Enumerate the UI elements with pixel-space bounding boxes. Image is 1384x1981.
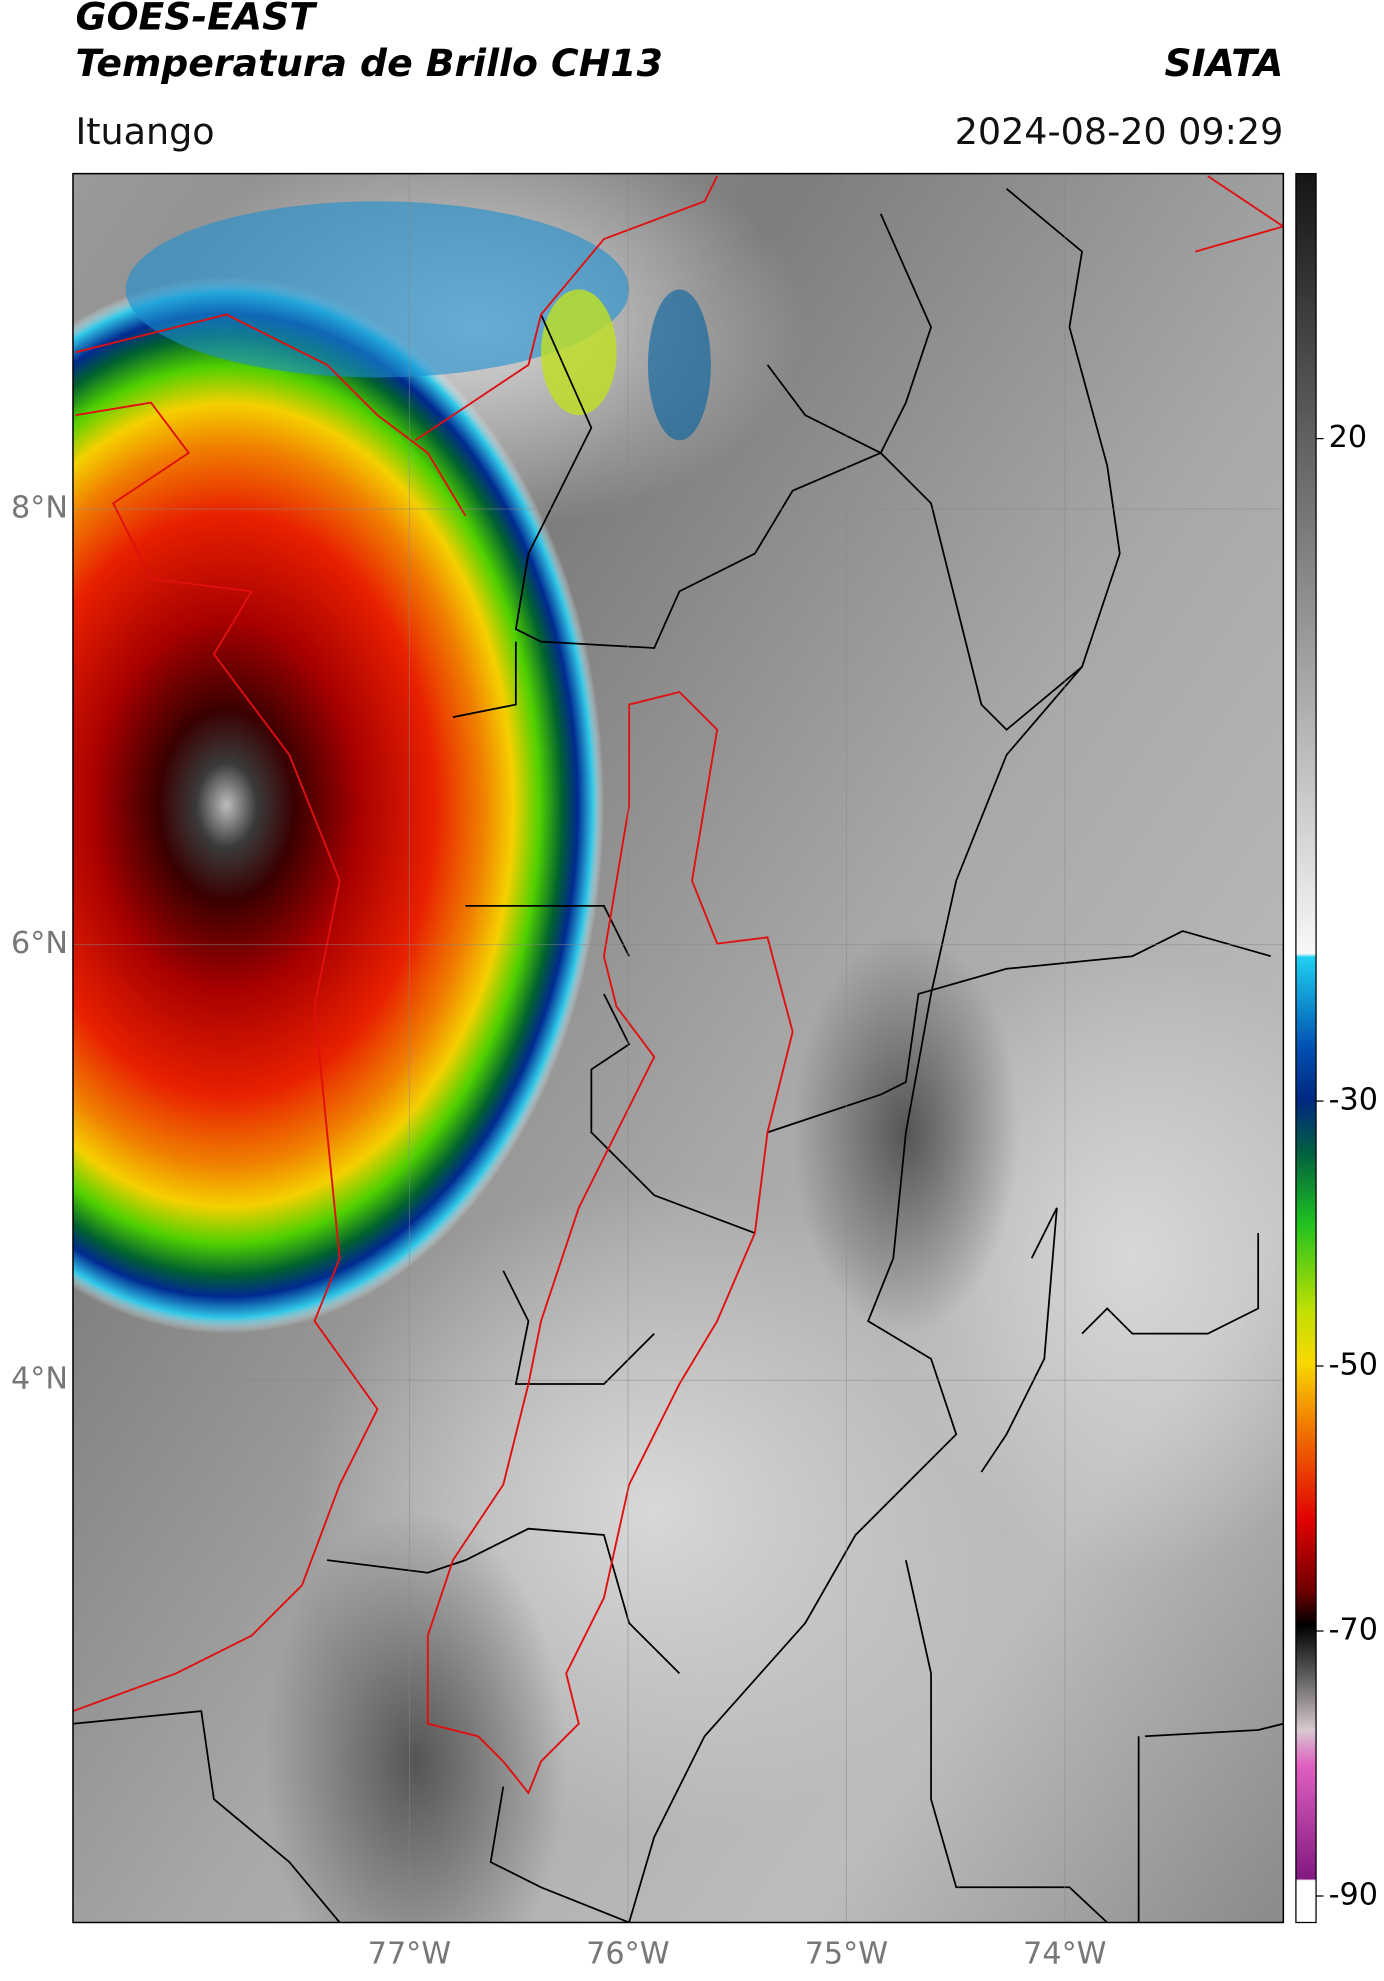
y-tick-label: 6°N	[11, 926, 68, 961]
x-tick-label: 74°W	[1023, 1937, 1106, 1972]
title: GOES-EAST	[75, 0, 318, 38]
colorbar-tick-label: -30	[1329, 1083, 1378, 1118]
x-tick-label: 76°W	[586, 1937, 669, 1972]
colorbar-tick-label: -90	[1329, 1877, 1378, 1912]
map-frame	[72, 172, 1285, 1924]
x-tick-label: 75°W	[805, 1937, 888, 1972]
map-image	[72, 173, 1284, 1923]
colorbar-tick-label: -50	[1329, 1348, 1378, 1383]
colorbar	[1295, 172, 1317, 1924]
colorbar-tick-label: 20	[1329, 420, 1367, 455]
datetime: 2024-08-20 09:29	[955, 110, 1284, 153]
subtitle: Temperatura de Brillo CH13	[75, 41, 662, 85]
y-tick-label: 8°N	[11, 491, 68, 526]
ticks: 77°W 76°W 75°W 74°W 8°N 6°N 4°N 20 -30 -50 -70 -90	[11, 420, 1378, 1972]
x-tick-label: 77°W	[368, 1937, 451, 1972]
agency: SIATA	[1165, 41, 1284, 85]
location: Ituango	[75, 110, 214, 153]
colorbar-tick-label: -70	[1329, 1613, 1378, 1648]
grid	[72, 173, 1284, 1923]
y-tick-label: 4°N	[11, 1362, 68, 1397]
